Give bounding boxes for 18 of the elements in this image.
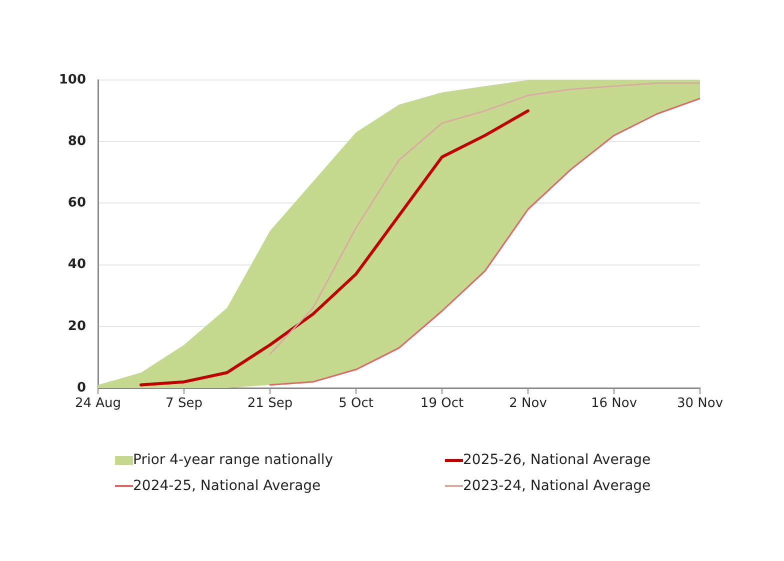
y-tick-label: 80 (68, 134, 86, 149)
x-tick-label: 19 Oct (420, 396, 464, 412)
x-tick-label: 21 Sep (247, 396, 293, 412)
legend-label: 2024-25, National Average (133, 478, 321, 494)
y-tick-label: 100 (58, 72, 86, 88)
x-tick-label: 7 Sep (166, 396, 202, 412)
legend-label: 2025-26, National Average (463, 452, 651, 468)
y-tick-label: 40 (68, 257, 86, 272)
x-tick-label: 24 Aug (74, 396, 122, 412)
legend-label: Prior 4-year range nationally (133, 452, 334, 468)
x-tick-label: 2 Nov (509, 396, 548, 412)
x-tick-label: 16 Nov (590, 396, 638, 412)
legend-label: 2023-24, National Average (463, 478, 651, 494)
x-tick-label: 5 Oct (338, 396, 374, 412)
y-tick-label: 0 (76, 380, 86, 396)
y-tick-label: 20 (68, 318, 86, 334)
x-tick-label: 30 Nov (676, 396, 724, 412)
y-tick-label: 60 (68, 196, 86, 211)
